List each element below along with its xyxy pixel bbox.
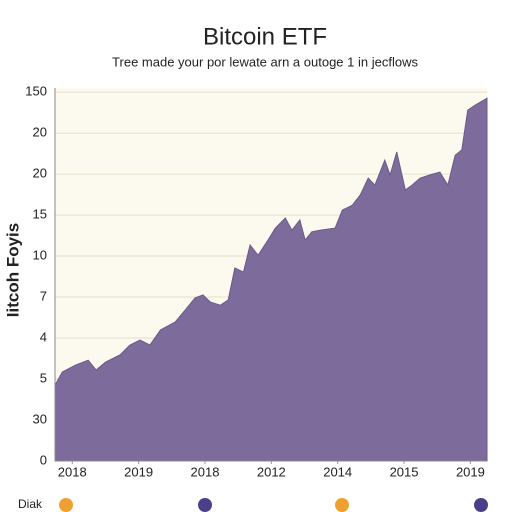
chart-title: Bitcoin ETF (203, 23, 327, 50)
y-tick-label: 15 (33, 207, 47, 222)
x-tick-label: 2012 (257, 464, 286, 479)
x-tick-label: 2014 (323, 464, 352, 479)
y-tick-label: 7 (40, 288, 47, 303)
y-tick-label: 5 (40, 370, 47, 385)
area (54, 97, 488, 462)
y-tick-label: 150 (25, 84, 47, 99)
chart-subtitle: Tree made your por lewate arn a outoge 1… (112, 54, 418, 69)
y-tick-label: 4 (40, 329, 47, 344)
y-tick-label: 20 (33, 166, 47, 181)
x-tick-label: 2018 (191, 464, 220, 479)
coin-icon (474, 498, 488, 512)
y-tick-label: 20 (33, 125, 47, 140)
x-tick-label: 2019 (456, 464, 485, 479)
x-tick-label: 2019 (124, 464, 153, 479)
x-tick-label: 2015 (390, 464, 419, 479)
x-tick-label: 2018 (58, 464, 87, 479)
legend-label: Diak (18, 497, 43, 511)
y-tick-label: 10 (33, 247, 47, 262)
coin-icon (59, 498, 73, 512)
coin-icon (198, 498, 212, 512)
y-tick-label: 30 (33, 411, 47, 426)
y-tick-label: 0 (40, 452, 47, 467)
y-axis-label: Iitcoh Foyis (3, 223, 22, 317)
legend-icons (59, 498, 488, 512)
coin-icon (335, 498, 349, 512)
